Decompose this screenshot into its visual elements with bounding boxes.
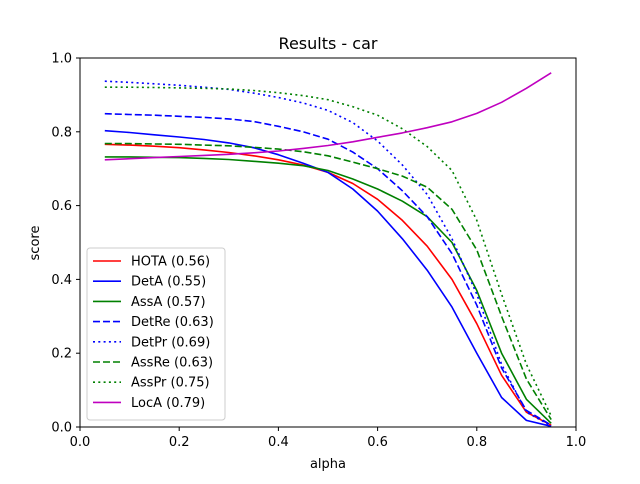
legend-box [86,247,226,421]
chart-title: Results - car [279,34,378,53]
y-tick-label: 0.4 [51,273,72,288]
y-tick-label: 0.6 [51,199,72,214]
legend-label: DetRe (0.63) [131,315,214,330]
legend-label: DetA (0.55) [131,275,206,290]
x-tick-label: 0.2 [169,435,190,450]
x-tick-label: 0.0 [70,435,91,450]
series-line-assre [104,142,552,421]
y-tick-label: 1.0 [51,52,72,67]
y-tick-label: 0.8 [51,125,72,140]
legend-label: AssPr (0.75) [131,376,210,391]
y-tick-label: 0.2 [51,347,72,362]
x-tick-label: 1.0 [566,435,587,450]
x-axis-label: alpha [310,457,346,472]
legend-label: AssRe (0.63) [131,356,213,371]
y-axis-label: score [28,226,43,261]
legend-label: AssA (0.57) [131,295,206,310]
series-line-deta [104,129,552,428]
plot-frame [79,57,577,428]
x-tick-label: 0.8 [466,435,487,450]
y-tick-label: 0.0 [51,421,72,436]
x-tick-label: 0.4 [268,435,289,450]
legend-label: LocA (0.79) [131,396,205,411]
x-tick-label: 0.6 [367,435,388,450]
legend-label: HOTA (0.56) [131,255,210,270]
series-layer [104,72,552,428]
series-line-detre [104,112,552,426]
legend-label: DetPr (0.69) [131,335,210,350]
series-line-detpr [104,80,552,427]
axes-layer: 0.0 0.2 0.4 0.6 0.8 1.0 0.0 0.2 0.4 0.6 0.8 1.0 [51,52,586,451]
series-line-loca [104,72,552,161]
legend: HOTA (0.56) DetA (0.55) AssA (0.57) DetRe (… [86,247,226,421]
series-line-assa [104,156,552,424]
series-line-asspr [104,86,552,417]
